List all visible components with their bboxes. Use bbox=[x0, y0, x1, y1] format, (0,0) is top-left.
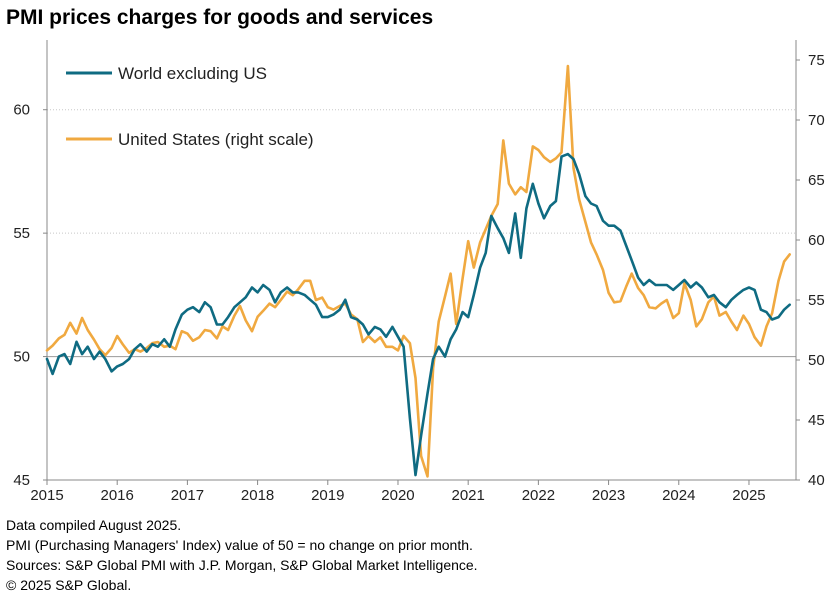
gridlines bbox=[47, 109, 796, 358]
x-tick-label: 2015 bbox=[30, 487, 63, 504]
chart-title: PMI prices charges for goods and service… bbox=[6, 6, 434, 29]
tick-labels: 45 50 55 60 40 45 50 55 60 65 70 75 2015 2016 2017 2018… bbox=[13, 52, 824, 504]
series-line-united-states bbox=[45, 64, 792, 478]
x-tick-label: 2020 bbox=[381, 487, 414, 504]
x-tick-label: 2017 bbox=[171, 487, 204, 504]
y-left-tick-label: 50 bbox=[13, 349, 30, 366]
line-chart: 45 50 55 60 40 45 50 55 60 65 70 75 2015 2016 2017 2018… bbox=[13, 40, 825, 504]
legend-label-us: United States (right scale) bbox=[118, 130, 314, 149]
series-layer bbox=[45, 64, 792, 478]
x-tick-label: 2021 bbox=[451, 487, 484, 504]
x-tick-label: 2025 bbox=[732, 487, 765, 504]
x-tick-label: 2023 bbox=[592, 487, 625, 504]
y-right-tick-label: 75 bbox=[808, 52, 825, 69]
y-right-tick-label: 50 bbox=[808, 352, 825, 369]
x-tick-label: 2016 bbox=[101, 487, 134, 504]
x-tick-label: 2018 bbox=[241, 487, 274, 504]
y-right-tick-label: 65 bbox=[808, 172, 825, 189]
y-right-tick-label: 45 bbox=[808, 412, 825, 429]
legend-label-world: World excluding US bbox=[118, 64, 267, 83]
note-sources: Sources: S&P Global PMI with J.P. Morgan… bbox=[6, 557, 478, 573]
note-data-compiled: Data compiled August 2025. bbox=[6, 517, 182, 533]
series-line-world-excluding-us bbox=[45, 152, 792, 477]
x-tick-label: 2024 bbox=[662, 487, 695, 504]
y-right-tick-label: 60 bbox=[808, 232, 825, 249]
y-right-tick-label: 70 bbox=[808, 112, 825, 129]
y-right-tick-label: 55 bbox=[808, 292, 825, 309]
legend: World excluding US United States (right … bbox=[66, 64, 314, 149]
y-left-tick-label: 60 bbox=[13, 102, 30, 119]
y-right-tick-label: 40 bbox=[808, 472, 825, 489]
footnotes: Data compiled August 2025. PMI (Purchasi… bbox=[6, 515, 478, 595]
note-pmi-definition: PMI (Purchasing Managers' Index) value o… bbox=[6, 537, 473, 553]
x-tick-label: 2022 bbox=[522, 487, 555, 504]
y-left-tick-label: 55 bbox=[13, 225, 30, 242]
y-left-tick-label: 45 bbox=[13, 472, 30, 489]
axes bbox=[46, 40, 797, 481]
note-copyright: © 2025 S&P Global. bbox=[6, 577, 132, 593]
x-tick-label: 2019 bbox=[311, 487, 344, 504]
